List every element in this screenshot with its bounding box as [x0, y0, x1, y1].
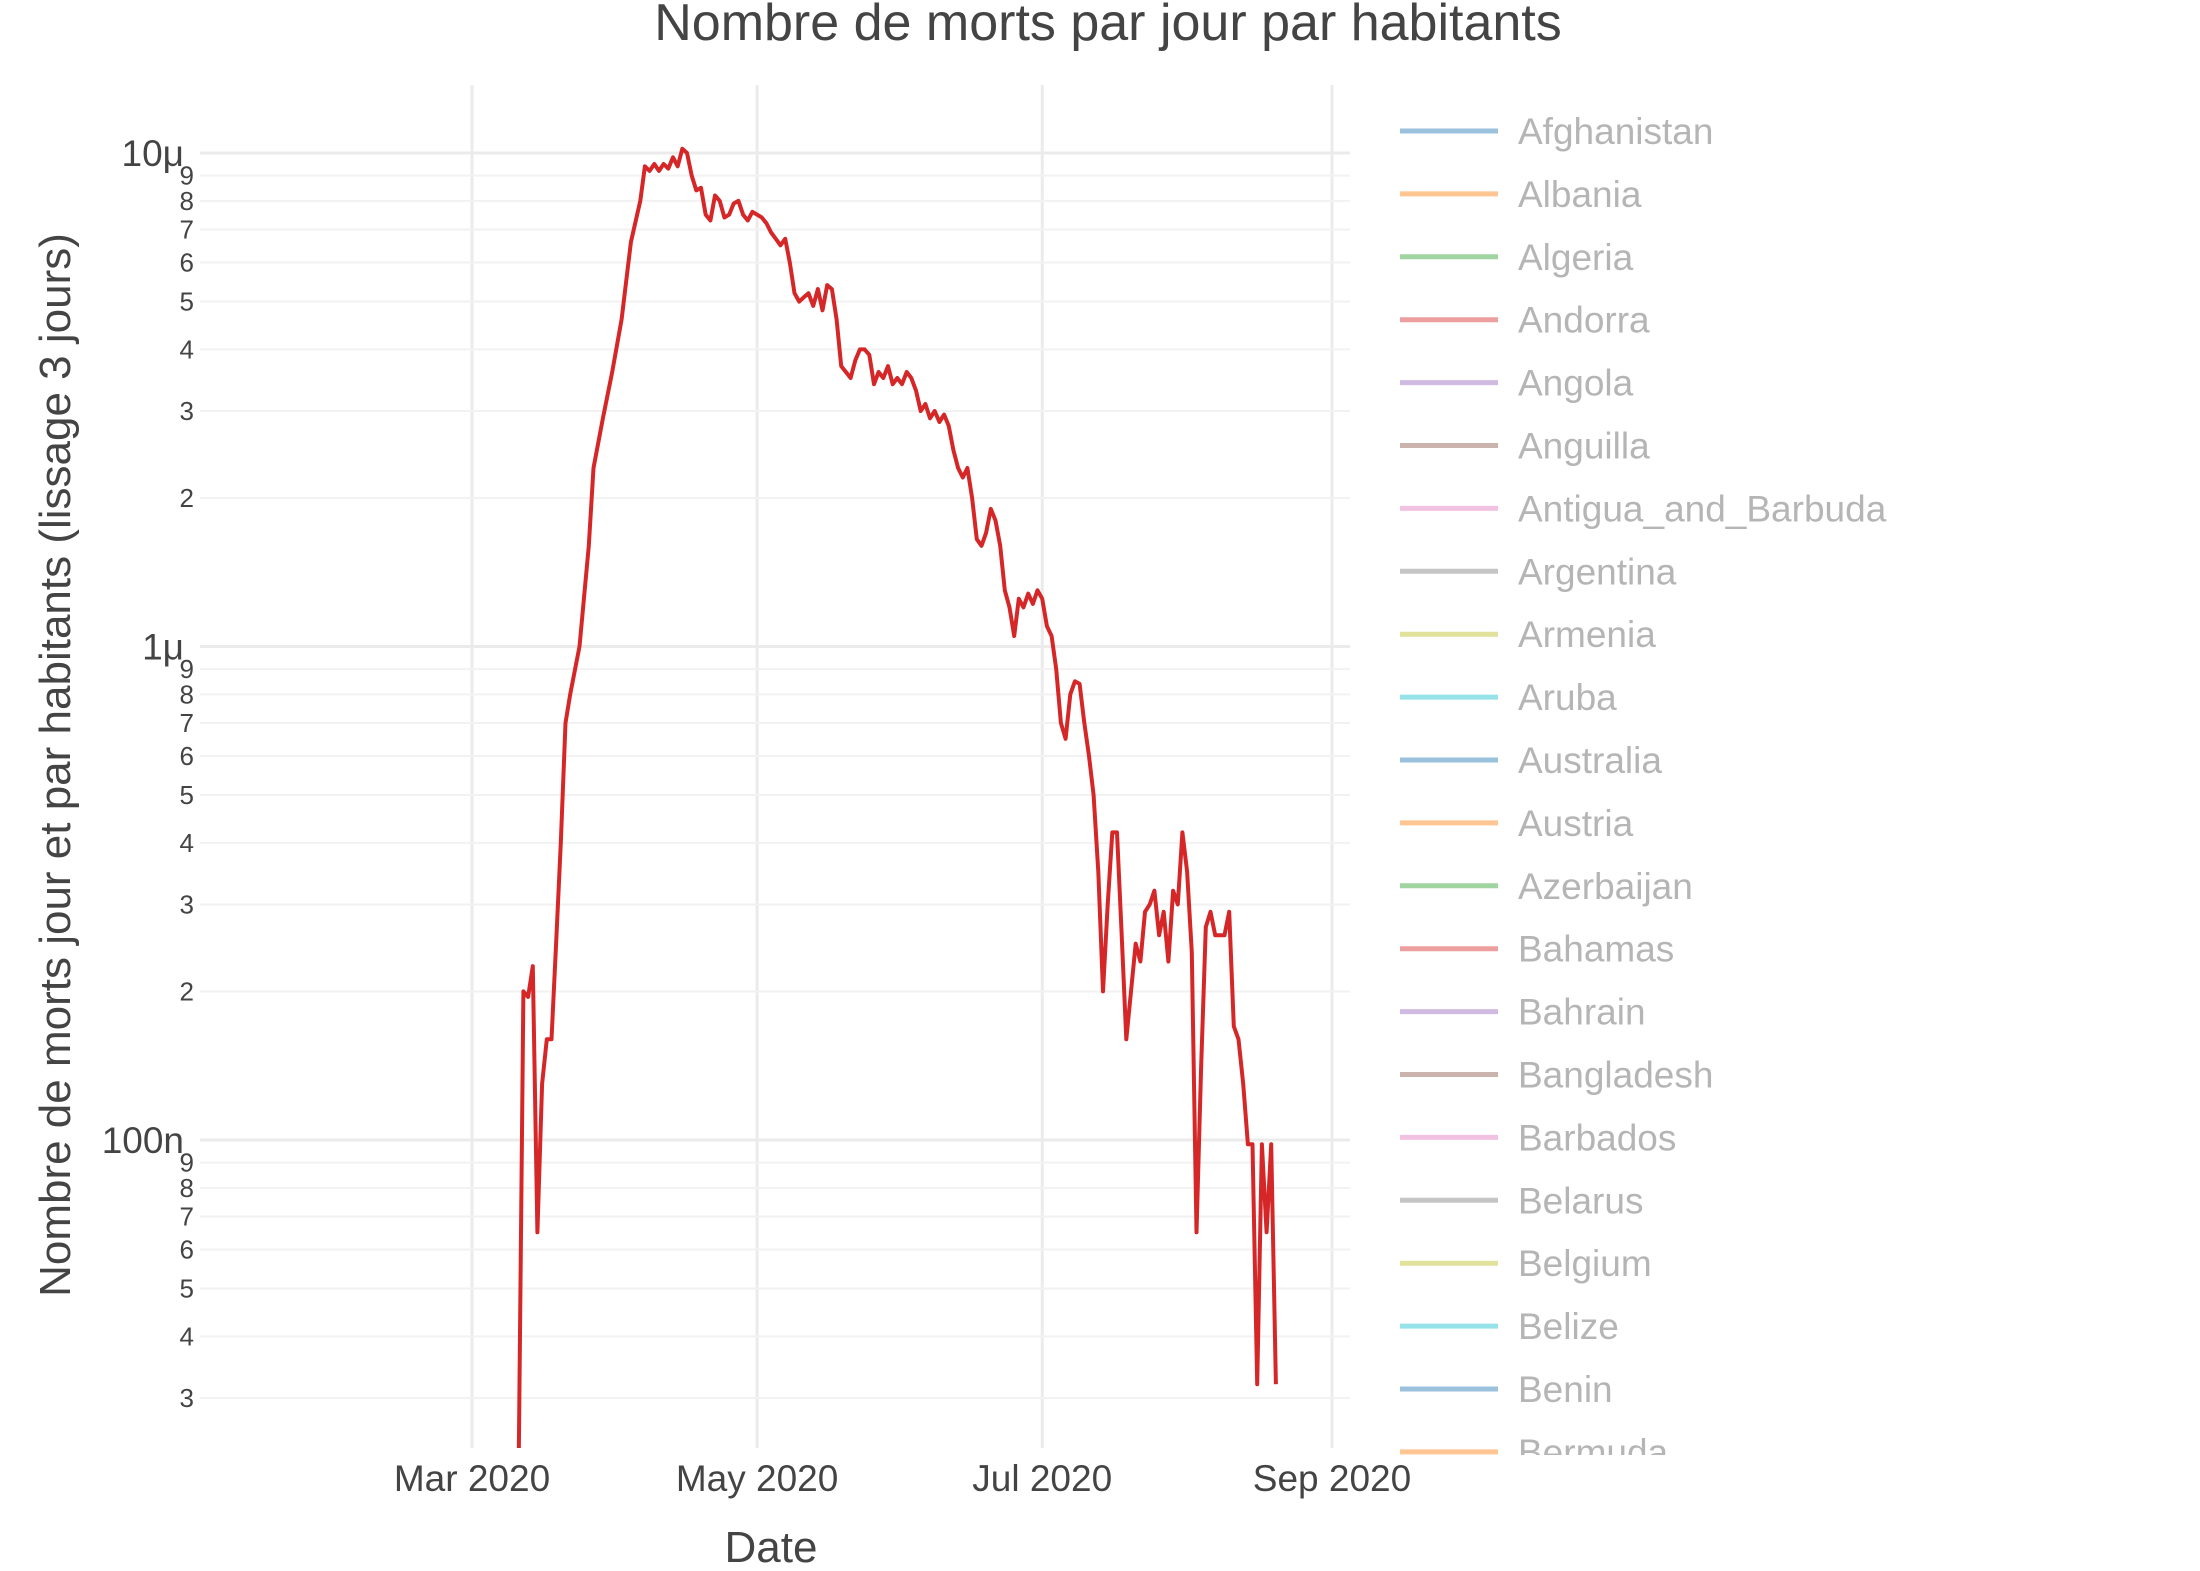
legend-item[interactable]: Anguilla [1400, 426, 1650, 467]
legend-items: Afghanistan Albania Algeria Andorra Angola An… [1400, 111, 1887, 1473]
legend-item[interactable]: Algeria [1400, 237, 1634, 278]
legend-label: Belgium [1518, 1243, 1652, 1284]
x-axis: Mar 2020 May 2020 Jul 2020 Sep 2020 [394, 1458, 1411, 1499]
legend-label: Andorra [1518, 300, 1650, 341]
legend-label: Angola [1518, 363, 1634, 404]
legend-label: Bahamas [1518, 929, 1674, 970]
gridlines [200, 85, 1350, 1448]
legend-label: Bermuda [1518, 1432, 1669, 1473]
legend-item[interactable]: Azerbaijan [1400, 866, 1693, 907]
y-minor-tick-label: 3 [180, 396, 194, 426]
y-minor-tick-label: 7 [180, 708, 194, 738]
legend-label: Algeria [1518, 237, 1634, 278]
y-minor-tick-label: 6 [180, 1234, 194, 1264]
y-minor-tick-label: 2 [180, 483, 194, 513]
y-minor-tick-label: 5 [180, 1274, 194, 1304]
y-minor-tick-label: 9 [180, 1148, 194, 1178]
legend-item[interactable]: Armenia [1400, 614, 1656, 655]
legend-item[interactable]: Belarus [1400, 1180, 1643, 1221]
legend-item[interactable]: Belgium [1400, 1243, 1652, 1284]
legend-item[interactable]: Antigua_and_Barbuda [1400, 488, 1887, 529]
y-minor-tick-label: 8 [180, 1173, 194, 1203]
legend-item[interactable]: Bahrain [1400, 992, 1646, 1033]
legend-label: Aruba [1518, 677, 1617, 718]
chart-title: Nombre de morts par jour par habitants [654, 0, 1562, 52]
legend-item[interactable]: Barbados [1400, 1117, 1676, 1158]
y-minor-tick-label: 9 [180, 161, 194, 191]
y-minor-tick-label: 4 [180, 1321, 194, 1351]
y-axis-title: Nombre de morts jour et par habitants (l… [31, 233, 80, 1297]
legend-item[interactable]: Benin [1400, 1369, 1613, 1410]
y-minor-tick-label: 6 [180, 741, 194, 771]
legend-item[interactable]: Aruba [1400, 677, 1617, 718]
legend-label: Anguilla [1518, 426, 1650, 467]
y-minor-tick-label: 8 [180, 186, 194, 216]
legend-label: Bangladesh [1518, 1055, 1713, 1096]
legend-label: Belize [1518, 1306, 1619, 1347]
legend-item[interactable]: Belize [1400, 1306, 1619, 1347]
x-tick-label: May 2020 [676, 1458, 839, 1499]
x-axis-title: Date [725, 1523, 818, 1571]
legend-label: Afghanistan [1518, 111, 1713, 152]
y-minor-tick-label: 6 [180, 247, 194, 277]
series-line [516, 146, 1278, 1448]
legend-item[interactable]: Andorra [1400, 300, 1650, 341]
legend-item[interactable]: Bangladesh [1400, 1055, 1713, 1096]
y-minor-tick-label: 2 [180, 976, 194, 1006]
legend-label: Albania [1518, 174, 1642, 215]
legend-item[interactable]: Bahamas [1400, 929, 1674, 970]
legend[interactable]: Afghanistan Albania Algeria Andorra Angola An… [1400, 111, 1887, 1473]
legend-item[interactable]: Afghanistan [1400, 111, 1713, 152]
legend-item[interactable]: Angola [1400, 363, 1634, 404]
legend-label: Argentina [1518, 551, 1677, 592]
y-minor-tick-label: 8 [180, 679, 194, 709]
legend-item[interactable]: Argentina [1400, 551, 1677, 592]
legend-item[interactable]: Albania [1400, 174, 1642, 215]
y-minor-tick-label: 5 [180, 287, 194, 317]
y-minor-tick-label: 4 [180, 828, 194, 858]
y-tick-label: 10μ [122, 133, 184, 174]
y-minor-tick-label: 4 [180, 334, 194, 364]
y-minor-tick-label: 9 [180, 654, 194, 684]
y-minor-tick-label: 5 [180, 780, 194, 810]
legend-label: Azerbaijan [1518, 866, 1693, 907]
legend-label: Bahrain [1518, 992, 1646, 1033]
legend-label: Armenia [1518, 614, 1656, 655]
legend-label: Austria [1518, 803, 1634, 844]
x-tick-label: Sep 2020 [1253, 1458, 1411, 1499]
y-tick-label: 1μ [142, 627, 184, 668]
legend-label: Australia [1518, 740, 1662, 781]
y-minor-tick-label: 7 [180, 214, 194, 244]
y-minor-tick-label: 3 [180, 890, 194, 920]
legend-label: Barbados [1518, 1117, 1676, 1158]
y-tick-label: 100n [102, 1120, 184, 1161]
plot-area [516, 146, 1278, 1448]
legend-label: Benin [1518, 1369, 1613, 1410]
legend-label: Belarus [1518, 1180, 1643, 1221]
legend-item[interactable]: Austria [1400, 803, 1634, 844]
legend-label: Antigua_and_Barbuda [1518, 488, 1887, 529]
legend-item[interactable]: Australia [1400, 740, 1662, 781]
y-minor-tick-label: 7 [180, 1201, 194, 1231]
x-tick-label: Jul 2020 [972, 1458, 1112, 1499]
legend-item[interactable]: Bermuda [1400, 1432, 1669, 1473]
y-minor-tick-label: 3 [180, 1383, 194, 1413]
x-tick-label: Mar 2020 [394, 1458, 550, 1499]
